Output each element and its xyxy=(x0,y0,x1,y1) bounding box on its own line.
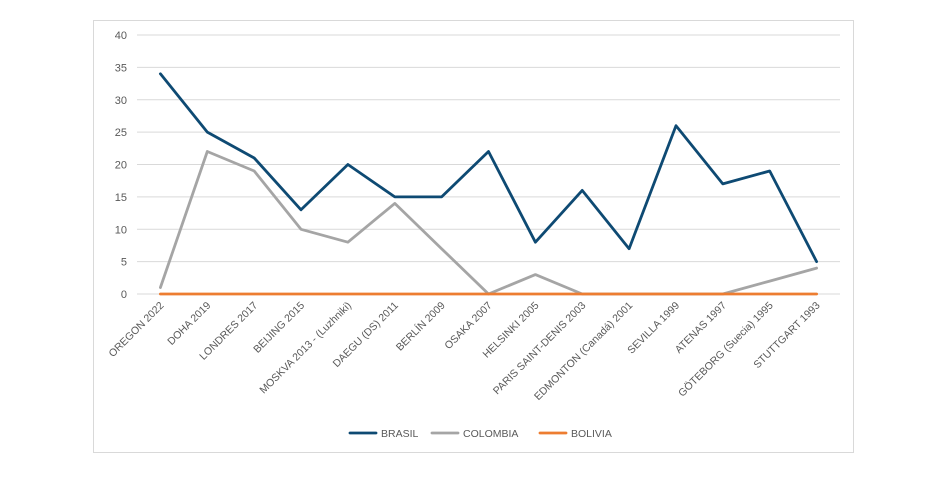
legend-label-brasil: BRASIL xyxy=(381,428,419,440)
legend-label-colombia: COLOMBIA xyxy=(463,428,518,440)
x-tick-label: PARIS SAINT-DENIS 2003 xyxy=(491,300,589,398)
y-tick-label: 40 xyxy=(115,30,127,42)
chart-area: 0 5 10 15 20 25 30 35 40 OREGON 2022 DOHA 2019 LON… xyxy=(93,20,854,453)
x-tick-label: MOSKVA 2013 - (Luzhniki) xyxy=(257,300,354,397)
legend: BRASIL COLOMBIA BOLIVIA xyxy=(348,428,612,440)
gridlines xyxy=(137,34,840,295)
y-tick-label: 10 xyxy=(115,224,127,236)
x-tick-label: DOHA 2019 xyxy=(165,300,213,348)
x-tick-label: OREGON 2022 xyxy=(106,300,166,360)
x-tick-label: BERLÍN 2009 xyxy=(393,299,448,354)
y-tick-label: 25 xyxy=(115,127,127,139)
x-tick-label: EDMONTON (Canadá) 2001 xyxy=(532,300,635,403)
y-tick-label: 5 xyxy=(121,257,127,269)
y-tick-label: 20 xyxy=(115,160,127,172)
y-tick-label: 30 xyxy=(115,95,127,107)
legend-label-bolivia: BOLIVIA xyxy=(571,428,612,440)
y-tick-label: 0 xyxy=(121,289,127,301)
y-tick-label: 15 xyxy=(115,192,127,204)
y-axis-ticks: 0 5 10 15 20 25 30 35 40 xyxy=(115,30,127,301)
x-tick-label: GÖTEBORG (Suecia) 1995 xyxy=(676,300,776,400)
series-lines xyxy=(159,72,818,296)
series-line-colombia xyxy=(159,150,818,296)
x-tick-label: OSAKA 2007 xyxy=(442,300,494,352)
y-tick-label: 35 xyxy=(115,62,127,74)
series-line-brasil xyxy=(159,72,818,264)
